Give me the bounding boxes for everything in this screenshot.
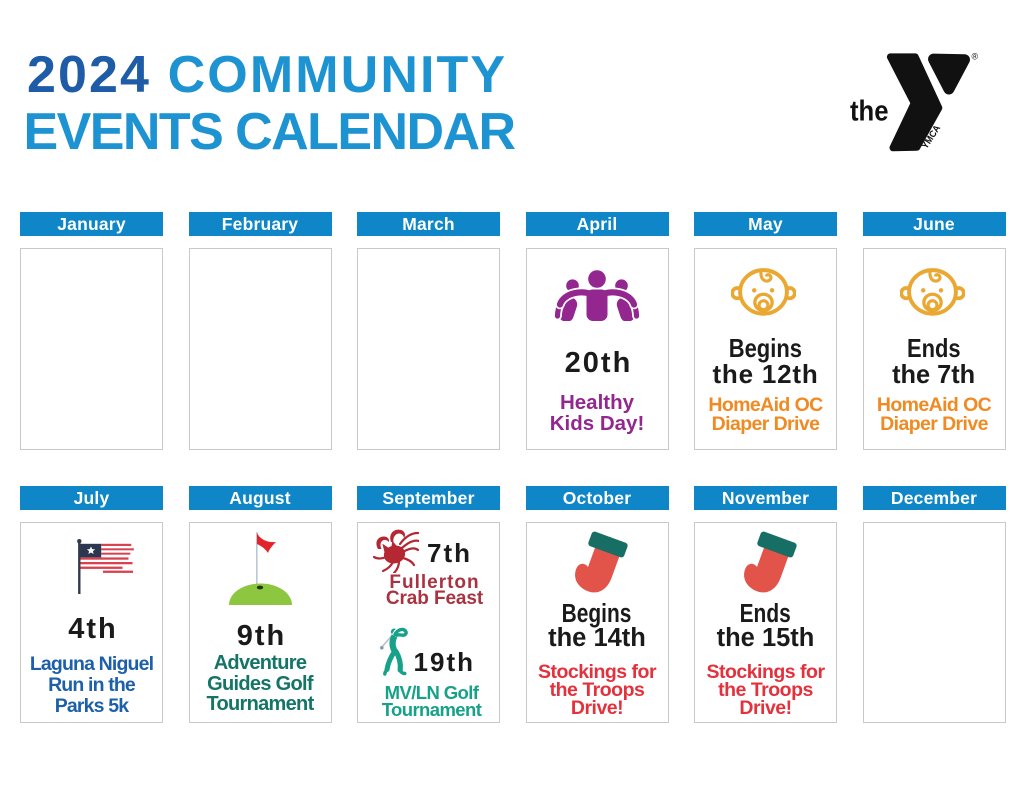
svg-text:®: ® xyxy=(972,52,979,62)
svg-text:the: the xyxy=(850,96,889,128)
